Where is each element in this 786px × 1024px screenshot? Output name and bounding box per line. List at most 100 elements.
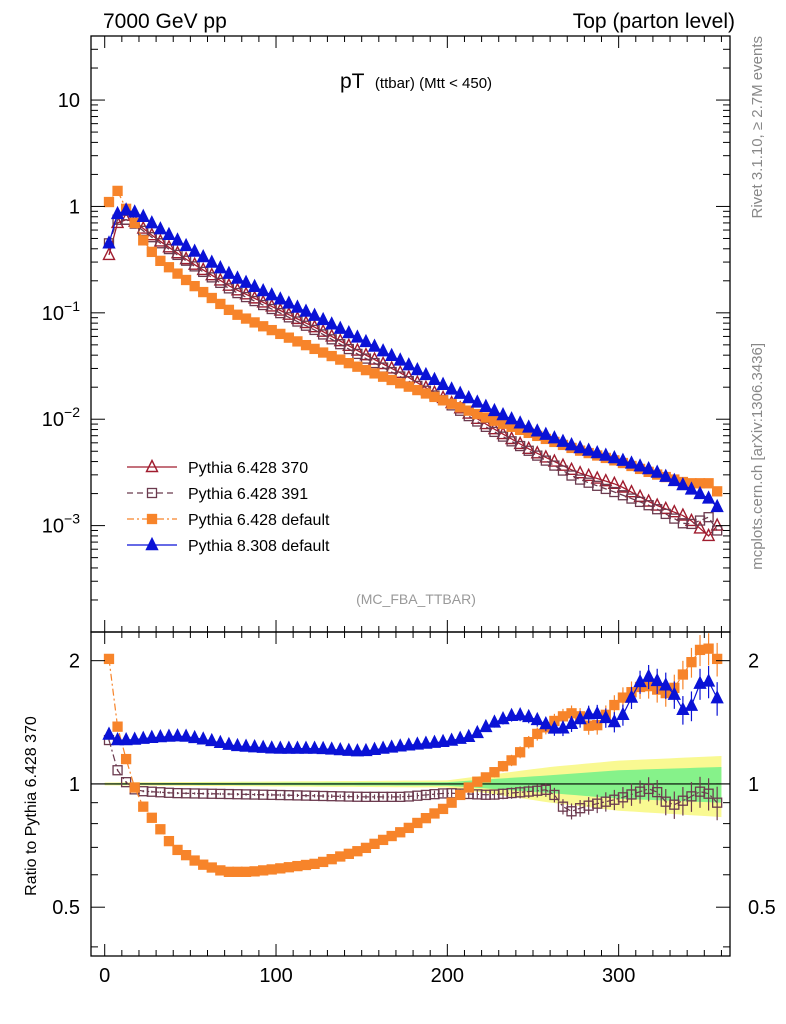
data-point (420, 388, 432, 399)
data-point (556, 433, 570, 447)
data-point (205, 254, 219, 268)
data-point (300, 859, 312, 871)
data-point (624, 689, 639, 703)
data-point (170, 245, 185, 259)
data-point (582, 706, 596, 720)
data-point (282, 306, 296, 320)
data-point (222, 265, 236, 279)
data-point (496, 407, 510, 421)
data-point (710, 498, 724, 513)
data-point (273, 302, 287, 316)
data-point (198, 859, 209, 870)
data-point (523, 736, 534, 748)
data-point (395, 827, 406, 838)
ratio-y-tick-label-left: 0.5 (52, 897, 80, 919)
data-point (446, 797, 457, 808)
ratio-series-pythia-6-428-391 (103, 734, 723, 821)
data-point (684, 697, 699, 711)
data-point (369, 368, 380, 379)
data-point (557, 711, 569, 722)
data-point (564, 461, 579, 476)
data-point (335, 851, 346, 862)
data-point (386, 830, 397, 842)
data-point (189, 261, 200, 272)
data-point (504, 707, 519, 722)
data-point (333, 320, 347, 334)
data-point (607, 475, 621, 490)
data-point (607, 449, 621, 464)
data-point (206, 862, 217, 873)
data-point (395, 378, 406, 389)
data-point (299, 303, 313, 317)
data-point (470, 394, 484, 408)
data-point (359, 742, 373, 757)
data-point (609, 699, 620, 711)
data-point (463, 782, 474, 793)
data-point (412, 384, 423, 396)
main-title-sub: (ttbar) (Mtt < 450) (375, 75, 492, 92)
data-point (179, 728, 193, 742)
data-point (145, 215, 159, 229)
data-point (307, 319, 322, 333)
data-point (180, 274, 192, 286)
data-point (110, 731, 125, 746)
data-point (119, 731, 133, 746)
data-point (504, 430, 519, 445)
data-point (410, 361, 424, 376)
data-point (283, 862, 295, 873)
data-point (564, 437, 579, 451)
ratio-y-tick-label-right: 2 (748, 651, 759, 673)
data-point (513, 707, 527, 721)
x-tick-label: 0 (99, 965, 110, 987)
data-point (239, 274, 253, 288)
legend-item: Pythia 6.428 370 (127, 458, 308, 477)
data-point (247, 278, 262, 293)
data-point (633, 458, 647, 472)
legend: Pythia 6.428 370 Pythia 6.428 391 Pythia 6… (127, 458, 330, 555)
data-point (292, 860, 303, 872)
legend-label: Pythia 6.428 default (188, 512, 330, 529)
data-point (530, 711, 544, 726)
data-point (170, 232, 185, 246)
data-point (120, 753, 132, 765)
main-title: pT (ttbar) (Mtt < 450) (340, 70, 492, 93)
x-tick-label: 300 (602, 965, 635, 987)
data-point (240, 313, 252, 324)
ratio-series-pythia-8-308-default (102, 664, 724, 757)
data-point (489, 767, 500, 778)
ratio-y-tick-label-left: 1 (69, 774, 80, 796)
data-point (265, 740, 279, 754)
data-point (607, 713, 621, 728)
data-point (403, 381, 414, 392)
data-point (410, 736, 424, 750)
data-point (213, 272, 227, 286)
data-point (429, 391, 440, 403)
data-point (659, 500, 673, 515)
data-point (249, 317, 260, 328)
data-point (240, 866, 252, 877)
data-point (684, 481, 699, 495)
data-point (479, 416, 493, 430)
data-point (232, 309, 243, 320)
data-point (547, 430, 562, 444)
data-point (316, 740, 330, 755)
data-point (360, 842, 372, 854)
data-point (582, 442, 596, 456)
data-point (153, 233, 168, 247)
data-point (205, 267, 219, 281)
data-point (188, 243, 202, 257)
data-point (701, 673, 716, 687)
data-point (479, 398, 493, 412)
data-point (153, 728, 168, 743)
data-point (352, 846, 363, 857)
data-point (650, 672, 664, 687)
data-point (676, 701, 690, 715)
data-point (522, 708, 536, 723)
data-point (617, 692, 629, 703)
ratio-ylabel: Ratio to Pythia 6.428 370 (23, 716, 40, 896)
data-point (307, 740, 322, 754)
data-point (703, 788, 714, 799)
data-point (163, 243, 175, 255)
data-point (703, 643, 714, 654)
data-point (325, 316, 339, 330)
